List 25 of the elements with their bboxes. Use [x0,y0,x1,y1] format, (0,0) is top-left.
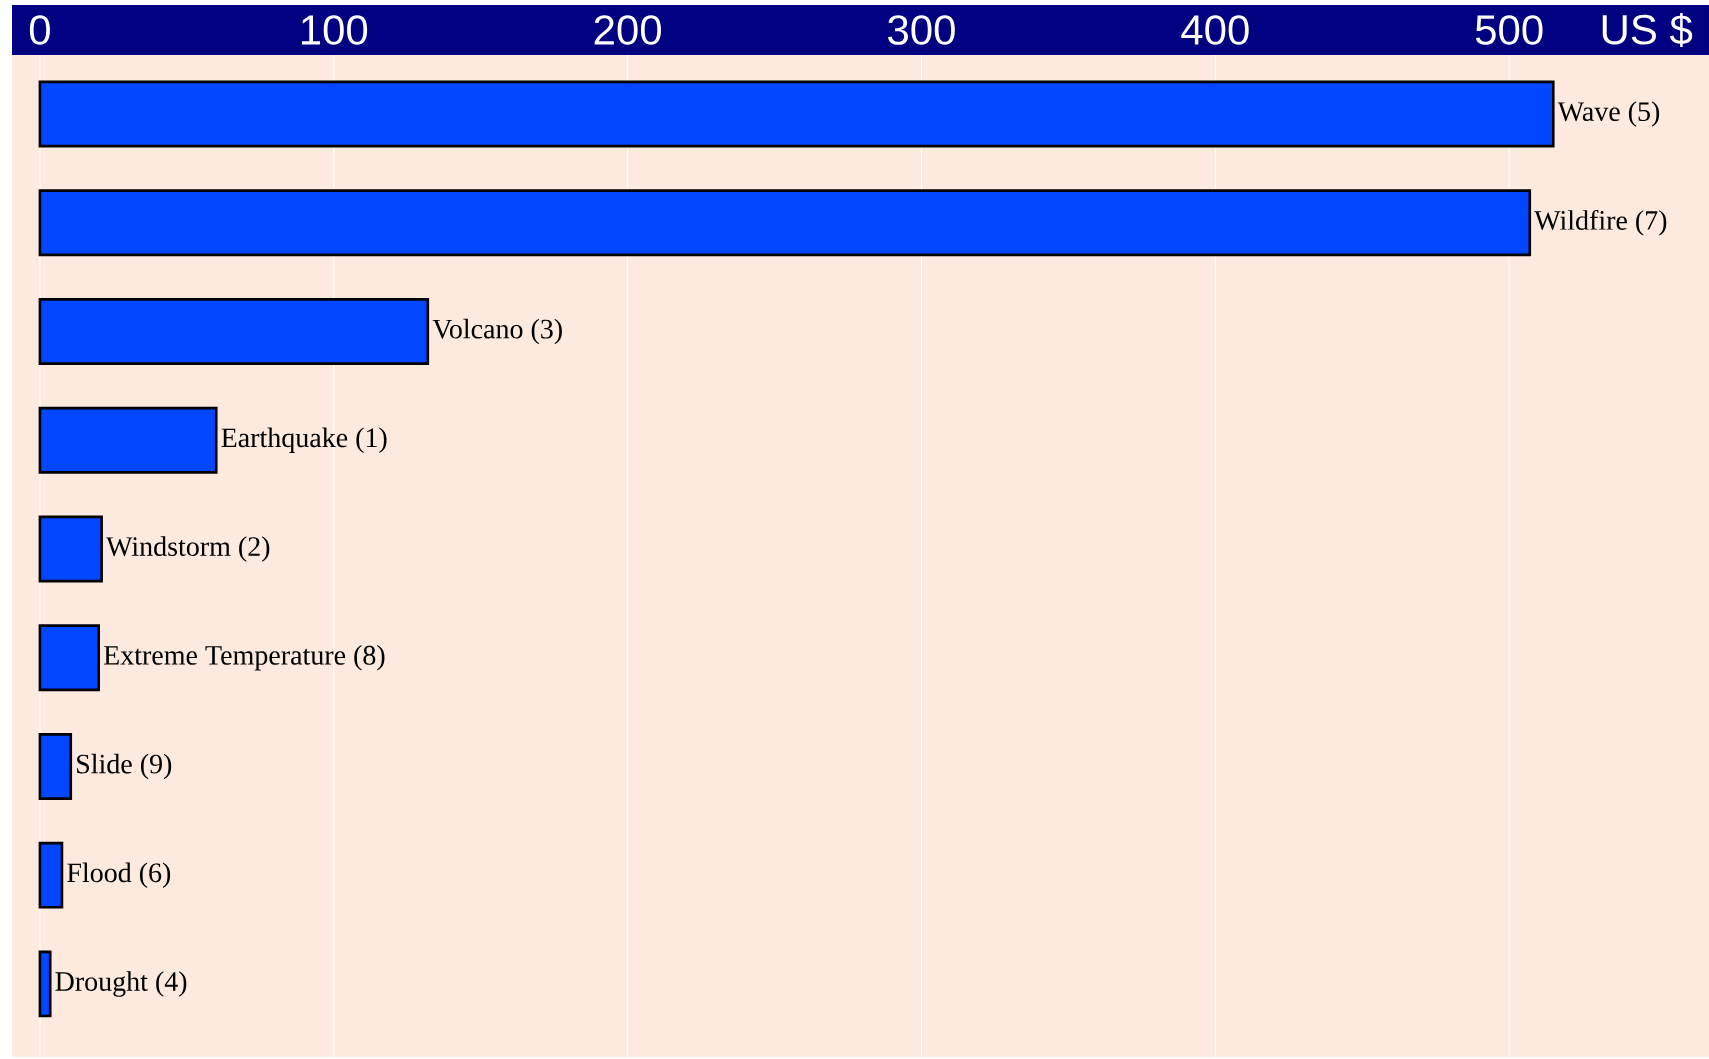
y-tick-label: Extreme Temperature (8) [103,645,385,671]
bar [38,841,64,909]
bar [38,298,430,365]
y-tick-label: Wildfire (7) [1534,209,1667,236]
bar [38,624,100,692]
x-tick-label: 500 [1475,15,1543,45]
bar [38,733,73,800]
y-tick-label: Flood (6) [67,862,171,888]
x-tick-label: 400 [1181,15,1249,45]
y-tick-label: Windstorm (2) [106,536,270,562]
bar [38,80,1555,148]
y-tick-label: Slide (9) [77,753,172,780]
x-tick-label: 200 [594,15,661,45]
y-tick-label: Earthquake (1) [221,427,387,453]
x-tick-label: 0 [29,15,50,45]
x-tick-label: 300 [888,15,955,45]
bar [38,950,52,1018]
y-tick-label: Volcano (3) [432,318,562,345]
bar [38,515,103,583]
y-tick-label: Wave (5) [1557,101,1660,127]
x-tick-label: 100 [301,15,368,45]
bar [38,406,218,474]
bar [38,189,1532,257]
x-axis-title: US $ [1602,13,1693,48]
y-tick-label: Drought (4) [55,971,187,997]
